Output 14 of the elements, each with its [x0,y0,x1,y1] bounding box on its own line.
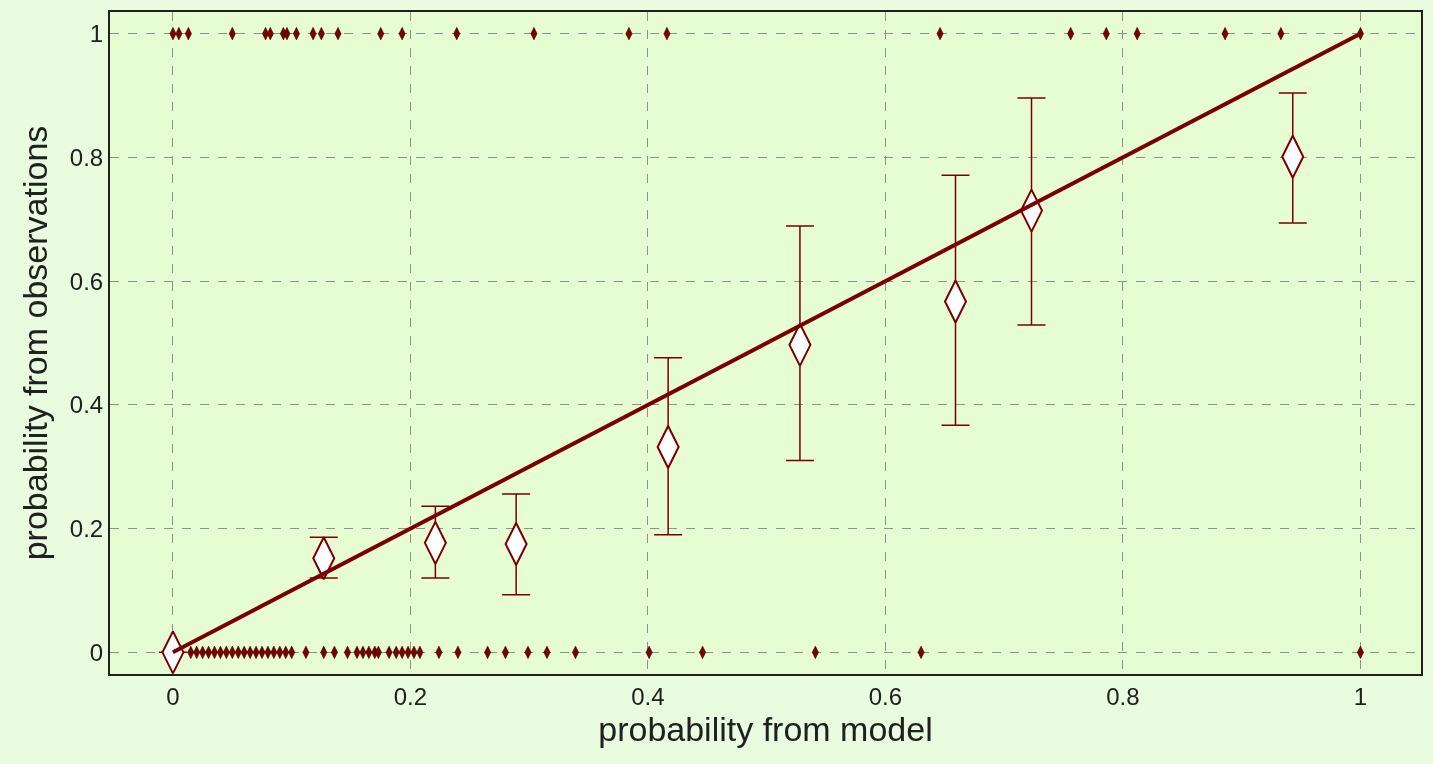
y-tick-label: 0.2 [69,515,104,543]
y-tick-label: 0.8 [69,143,104,171]
x-tick-label: 1 [1353,682,1368,710]
x-tick-label: 0 [166,682,180,710]
x-tick-label: 0.2 [393,682,428,710]
y-tick-label: 0.4 [69,391,104,419]
x-tick-label: 0.6 [868,682,903,710]
y-tick-label: 1 [89,20,104,48]
x-axis-title: probability from model [598,709,933,748]
x-tick-label: 0.4 [631,682,665,710]
y-tick-label: 0 [89,638,104,666]
x-tick-label: 0.8 [1106,682,1140,710]
y-axis-title: probability from observations [15,125,54,561]
y-tick-label: 0.6 [69,267,104,295]
